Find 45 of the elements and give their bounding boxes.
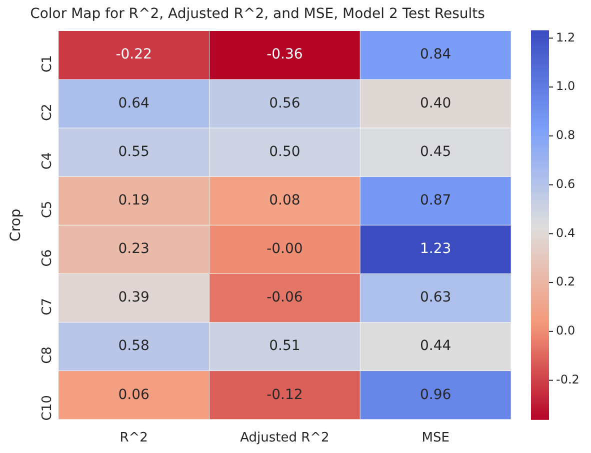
- color-bar-label: 0.0: [556, 324, 576, 338]
- color-bar-label: 1.2: [556, 30, 576, 44]
- y-tick-label: C10: [40, 395, 55, 421]
- y-axis-title: Crop: [8, 208, 24, 242]
- data-label: 0.44: [420, 338, 452, 354]
- data-label: 0.58: [118, 338, 150, 354]
- y-tick-label: C6: [40, 249, 55, 267]
- data-label: 0.63: [420, 290, 452, 306]
- y-tick-label: C7: [40, 298, 55, 316]
- data-label: 0.84: [420, 46, 452, 63]
- data-label: 0.87: [420, 192, 452, 208]
- chart-title: Color Map for R^2, Adjusted R^2, and MSE, Model 2 Test Results: [30, 6, 485, 22]
- data-label: 0.40: [420, 95, 452, 112]
- data-label: -0.22: [116, 46, 152, 63]
- x-tick-label: R^2: [120, 430, 148, 446]
- x-tick-label: MSE: [422, 430, 450, 446]
- color-bar-label: -0.2: [556, 372, 580, 386]
- data-label: 0.96: [420, 386, 452, 403]
- color-bar-label: 0.4: [556, 226, 576, 240]
- color-bar-label: 0.6: [556, 176, 576, 191]
- data-label: 1.23: [420, 241, 452, 258]
- data-label: -0.00: [266, 241, 303, 258]
- y-tick-label: C4: [40, 152, 55, 170]
- color-bar-label: 1.0: [556, 79, 576, 94]
- x-tick-label: Adjusted R^2: [240, 430, 330, 446]
- data-label: 0.64: [118, 95, 150, 112]
- color-bar-label: 0.2: [556, 274, 576, 289]
- color-bar-label: 0.8: [556, 128, 576, 142]
- data-label: 0.45: [420, 144, 452, 160]
- y-tick-label: C5: [40, 200, 55, 218]
- y-tick-label: C8: [40, 346, 55, 364]
- data-label: -0.36: [266, 46, 303, 63]
- data-label: 0.55: [118, 144, 150, 160]
- data-label: 0.23: [118, 241, 150, 258]
- data-label: 0.08: [269, 192, 300, 208]
- data-label: 0.51: [269, 338, 300, 354]
- data-label: 0.50: [269, 144, 300, 160]
- y-tick-label: C1: [40, 55, 55, 72]
- data-label: 0.19: [118, 192, 150, 208]
- data-label: 0.06: [118, 386, 150, 403]
- data-label: 0.39: [118, 290, 150, 306]
- data-label: -0.06: [266, 290, 303, 306]
- y-tick-label: C2: [40, 104, 55, 122]
- data-label: 0.56: [269, 95, 300, 112]
- data-label: -0.12: [266, 386, 303, 403]
